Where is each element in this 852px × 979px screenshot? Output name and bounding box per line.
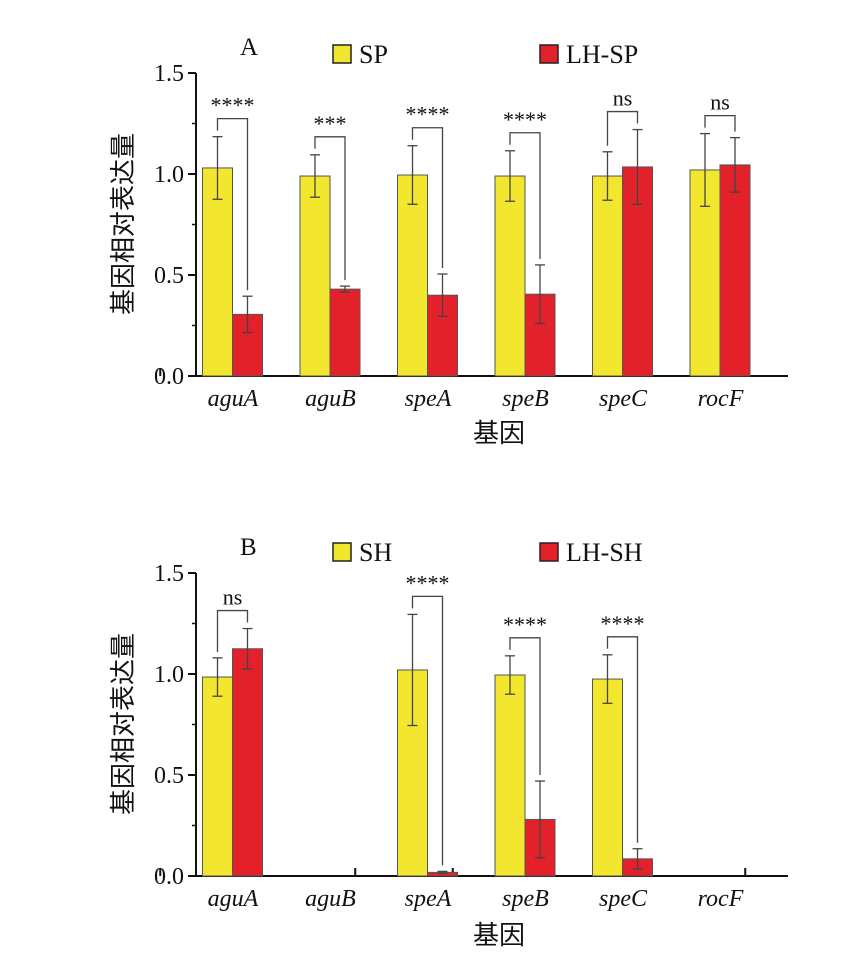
significance-bracket — [704, 114, 736, 132]
bar-sh — [202, 676, 233, 877]
significance-label: **** — [601, 611, 645, 636]
legend-swatch-sh — [332, 542, 352, 562]
bar-sp — [299, 175, 331, 377]
significance-label: **** — [406, 102, 450, 127]
legend-label: SH — [359, 538, 392, 567]
x-tick-label: speA — [405, 886, 452, 912]
x-tick-label: aguA — [208, 886, 259, 912]
significance-bracket — [509, 132, 541, 259]
bar-sp — [202, 167, 233, 377]
bar-lh-sh — [232, 648, 263, 877]
y-tick-label: 0.0 — [154, 364, 184, 390]
x-tick-label: aguB — [305, 386, 356, 412]
significance-bracket — [606, 110, 639, 146]
y-axis-title: 基因相对表达量 — [109, 133, 138, 315]
x-tick-label: rocF — [698, 386, 744, 412]
significance-bracket — [411, 595, 444, 866]
legend-swatch-sp — [332, 44, 352, 64]
significance-bracket — [411, 127, 444, 268]
x-tick-label: speA — [405, 386, 452, 412]
legend-swatch-lh-sp — [539, 44, 559, 64]
panel-b: 0.0 0.5 1.0 1.5 ns aguA aguB **** speA **** speB **… — [109, 534, 788, 950]
significance-bracket — [216, 609, 249, 652]
significance-bracket — [509, 637, 541, 776]
y-tick-label: 0.5 — [154, 263, 184, 289]
x-tick-label: rocF — [698, 886, 744, 912]
bar-sp — [592, 175, 623, 377]
bar-sp — [397, 174, 428, 377]
legend-swatch-lh-sh — [539, 542, 559, 562]
y-tick-label: 0.5 — [154, 763, 184, 789]
significance-label: **** — [406, 570, 450, 595]
panel-a: 0.0 0.5 1.0 1.5 **** aguA *** aguB **** speA **** s… — [109, 34, 788, 448]
x-tick-label: speC — [599, 886, 648, 912]
y-tick-label: 1.5 — [154, 561, 184, 587]
x-tick-label: speB — [502, 386, 549, 412]
significance-label: ns — [710, 90, 730, 115]
x-tick-label: speC — [599, 386, 648, 412]
significance-label: ns — [613, 86, 633, 111]
y-tick-label: 1.0 — [154, 662, 184, 688]
y-tick-label: 0.0 — [154, 864, 184, 890]
significance-bracket — [606, 636, 639, 843]
bar-lh-sp — [329, 288, 361, 377]
significance-label: **** — [211, 93, 255, 118]
significance-label: ns — [223, 585, 243, 610]
significance-label: *** — [314, 111, 347, 136]
significance-label: **** — [503, 107, 547, 132]
y-tick-label: 1.5 — [154, 61, 184, 87]
bar-lh-sp — [719, 164, 751, 377]
x-axis-title: 基因 — [473, 921, 525, 950]
legend-label: LH-SH — [566, 538, 643, 567]
x-tick-label: speB — [502, 886, 549, 912]
significance-bracket — [314, 136, 346, 281]
bar-sp — [494, 175, 526, 377]
bar-sh — [592, 678, 623, 877]
bar-sh — [494, 674, 526, 877]
legend-label: LH-SP — [566, 40, 638, 69]
y-axis-title: 基因相对表达量 — [109, 633, 138, 815]
y-tick-label: 1.0 — [154, 162, 184, 188]
legend-label: SP — [359, 40, 388, 69]
x-axis-title: 基因 — [473, 419, 525, 448]
panel-letter: A — [240, 34, 258, 61]
significance-label: **** — [503, 612, 547, 637]
x-tick-label: aguB — [305, 886, 356, 912]
panel-letter: B — [240, 534, 257, 561]
significance-bracket — [216, 117, 249, 291]
x-tick-label: aguA — [208, 386, 259, 412]
